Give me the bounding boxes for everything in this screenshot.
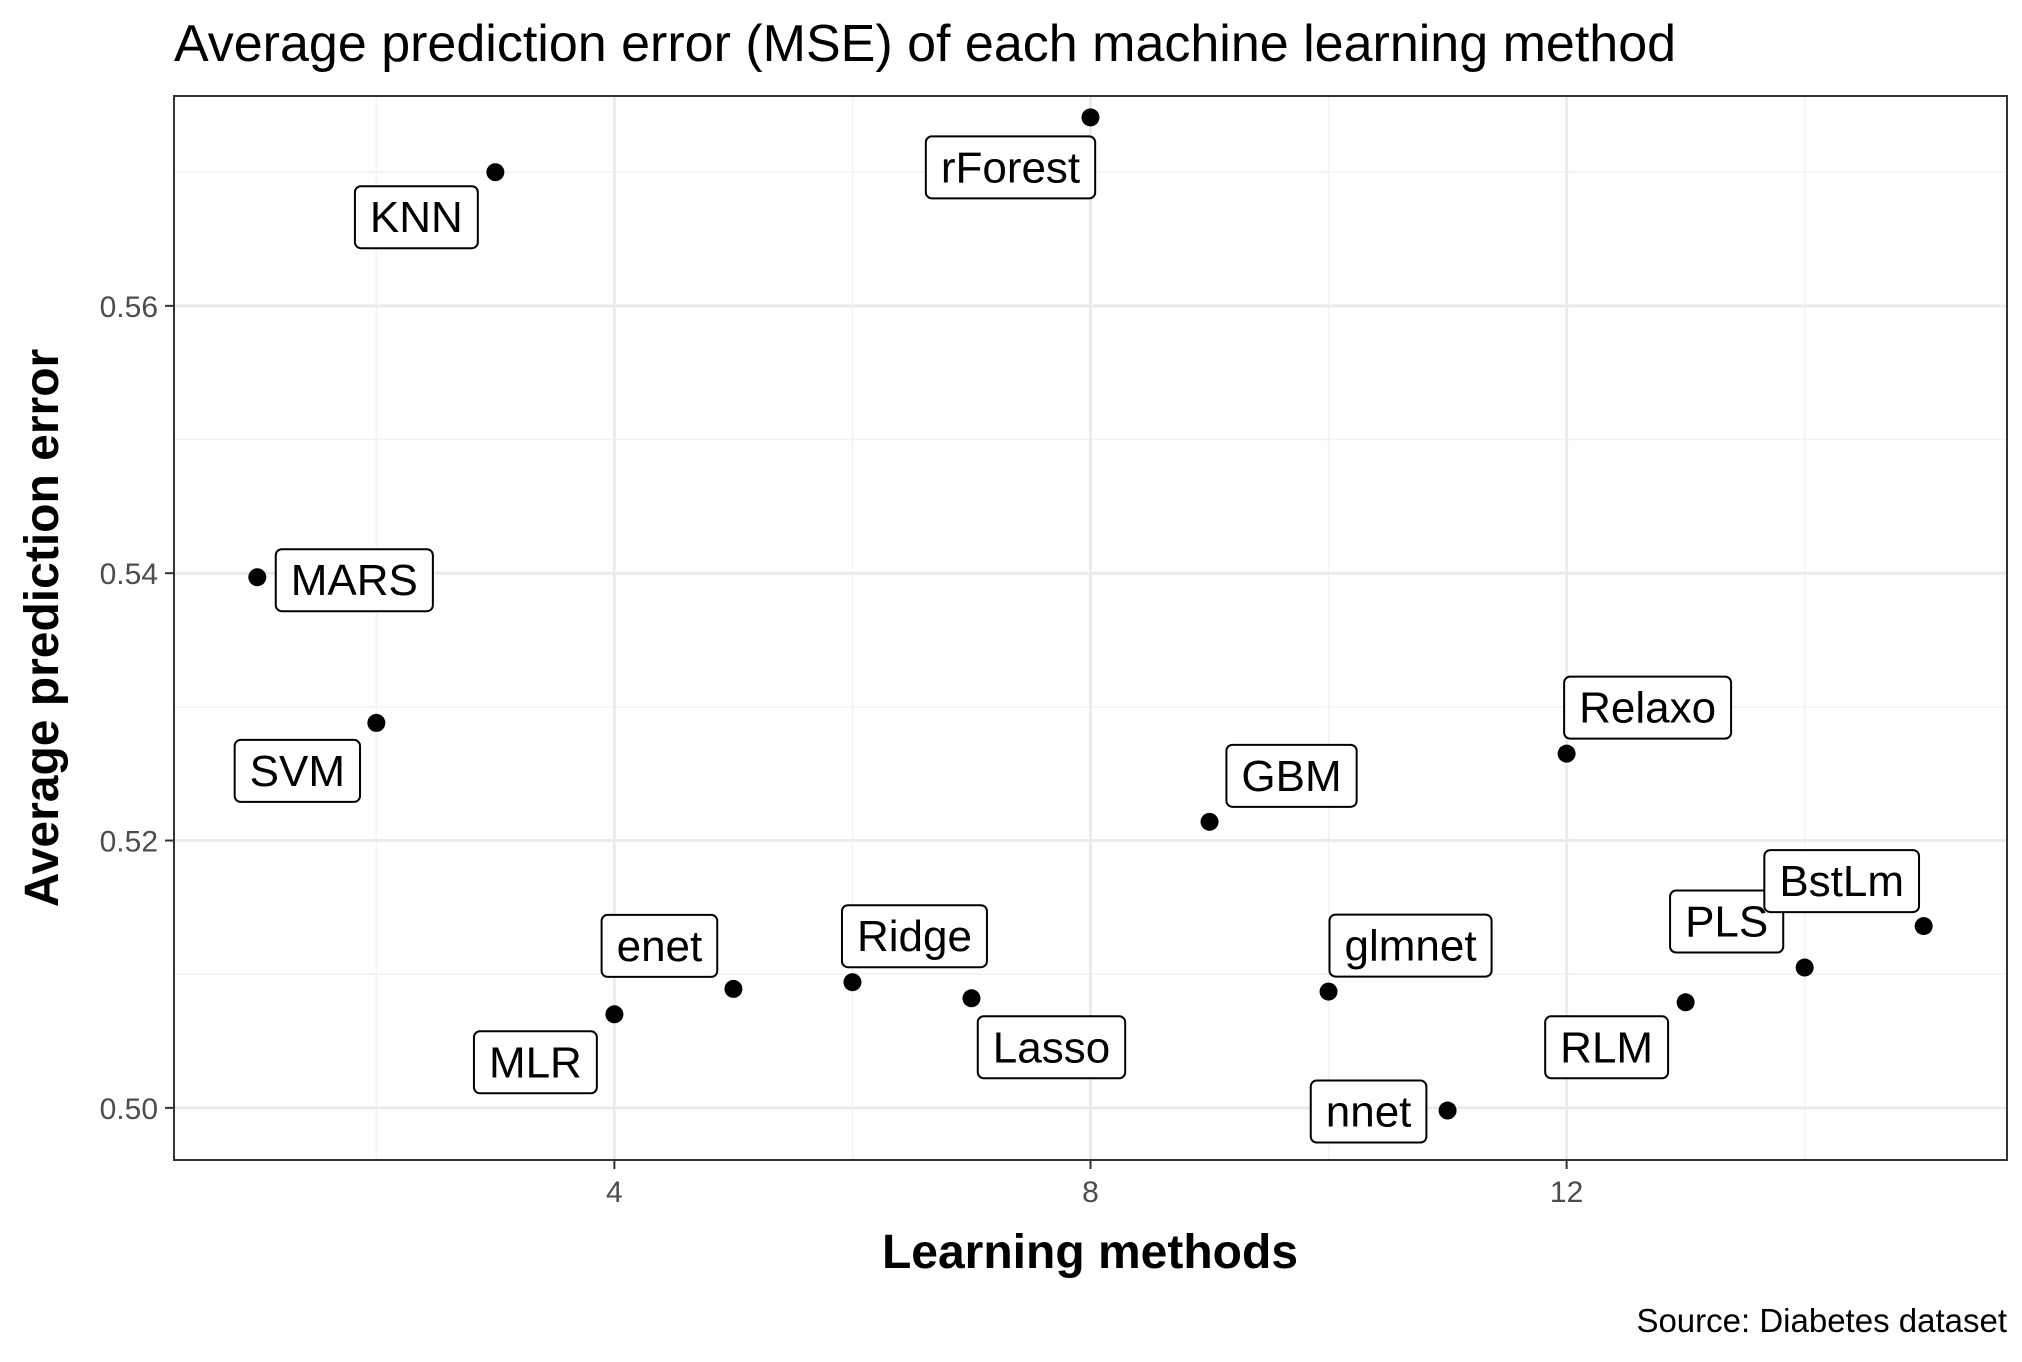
- ticks-layer: 4 8 12 0.50 0.52 0.54 0.56: [100, 291, 1584, 1209]
- point-label-ridge: Ridge: [840, 904, 988, 969]
- point-label-lasso: Lasso: [976, 1015, 1127, 1080]
- label-box: [233, 738, 362, 803]
- x-tick-label: 4: [606, 1176, 623, 1209]
- y-tick-label: 0.54: [100, 558, 158, 591]
- x-tick-label: 12: [1550, 1176, 1583, 1209]
- labels-layer: MARS SVM KNN MLR enet Ridge Lasso rForest GBM glm…: [233, 135, 1921, 1144]
- point-label-svm: SVM: [233, 738, 362, 803]
- point-label-rforest: rForest: [924, 135, 1097, 200]
- point-label-relaxo: Relaxo: [1563, 675, 1733, 740]
- label-box: [1328, 913, 1493, 978]
- data-point-lasso: [962, 989, 981, 1008]
- point-label-nnet: nnet: [1309, 1079, 1428, 1144]
- x-axis-title: Learning methods: [882, 1226, 1298, 1279]
- data-point-mars: [248, 568, 267, 587]
- label-text: SVM: [250, 747, 345, 796]
- label-box: [472, 1030, 598, 1095]
- label-box: [1563, 675, 1733, 740]
- data-point-rforest: [1081, 108, 1100, 127]
- label-text: MLR: [489, 1038, 582, 1087]
- data-point-ridge: [843, 973, 862, 992]
- point-label-mlr: MLR: [472, 1030, 598, 1095]
- label-box: [1225, 743, 1358, 808]
- point-label-gbm: GBM: [1225, 743, 1358, 808]
- label-text: RLM: [1560, 1023, 1653, 1072]
- data-point-svm: [367, 713, 386, 732]
- label-box: [1309, 1079, 1428, 1144]
- label-box: [353, 185, 479, 250]
- chart-title: Average prediction error (MSE) of each m…: [174, 15, 1676, 73]
- point-label-mars: MARS: [274, 548, 434, 613]
- data-point-glmnet: [1319, 982, 1338, 1001]
- label-box: [1669, 889, 1785, 954]
- label-text: KNN: [370, 193, 463, 242]
- label-text: GBM: [1241, 752, 1341, 801]
- chart-caption: Source: Diabetes dataset: [1636, 1302, 2007, 1339]
- label-box: [1544, 1015, 1670, 1080]
- label-box: [924, 135, 1097, 200]
- y-axis-title: Average prediction error: [16, 349, 69, 907]
- label-text: Relaxo: [1579, 684, 1716, 733]
- data-point-gbm: [1200, 812, 1219, 831]
- point-label-enet: enet: [600, 913, 719, 978]
- label-text: Ridge: [857, 912, 972, 961]
- points-layer: [248, 108, 1933, 1120]
- label-text: BstLm: [1779, 857, 1904, 906]
- point-label-pls: PLS: [1669, 889, 1785, 954]
- data-point-mlr: [605, 1005, 624, 1024]
- data-point-pls: [1795, 958, 1814, 977]
- label-box: [1763, 849, 1921, 914]
- point-label-glmnet: glmnet: [1328, 913, 1493, 978]
- label-text: PLS: [1685, 898, 1768, 947]
- data-point-bstlm: [1914, 917, 1933, 936]
- point-label-rlm: RLM: [1544, 1015, 1670, 1080]
- x-tick-label: 8: [1082, 1176, 1099, 1209]
- data-point-enet: [724, 979, 743, 998]
- y-tick-label: 0.50: [100, 1093, 158, 1126]
- label-text: rForest: [941, 143, 1080, 192]
- y-tick-label: 0.56: [100, 291, 158, 324]
- label-box: [840, 904, 988, 969]
- label-box: [600, 913, 719, 978]
- label-box: [976, 1015, 1127, 1080]
- label-text: Lasso: [993, 1023, 1110, 1072]
- grid-layer: [174, 96, 2007, 1160]
- label-text: MARS: [291, 556, 418, 605]
- point-label-knn: KNN: [353, 185, 479, 250]
- data-point-nnet: [1438, 1101, 1457, 1120]
- data-point-relaxo: [1557, 744, 1576, 763]
- label-box: [274, 548, 434, 613]
- data-point-knn: [486, 163, 505, 182]
- point-label-bstlm: BstLm: [1763, 849, 1921, 914]
- label-text: nnet: [1326, 1088, 1412, 1137]
- label-text: enet: [617, 922, 703, 971]
- label-text: glmnet: [1345, 922, 1477, 971]
- data-point-rlm: [1676, 993, 1695, 1012]
- y-tick-label: 0.52: [100, 826, 158, 859]
